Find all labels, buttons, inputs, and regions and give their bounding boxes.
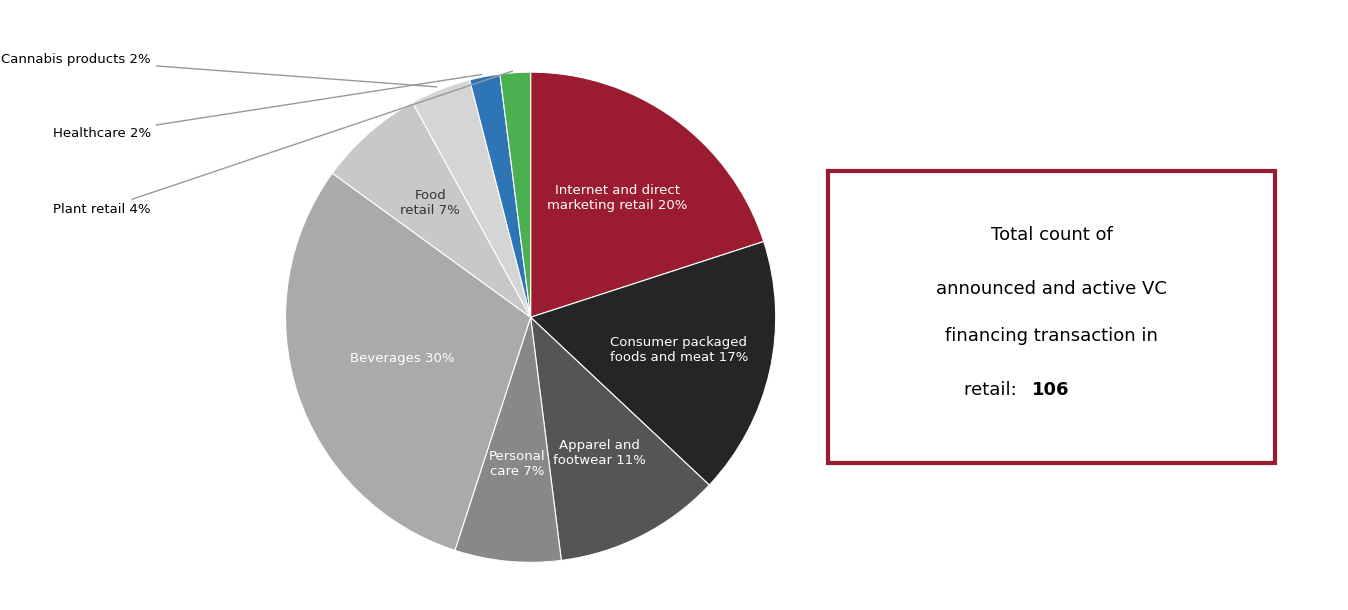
Wedge shape xyxy=(500,72,531,317)
Text: Beverages 30%: Beverages 30% xyxy=(350,353,454,365)
FancyBboxPatch shape xyxy=(828,171,1275,463)
Wedge shape xyxy=(333,102,531,317)
Wedge shape xyxy=(531,317,709,561)
Text: Personal
care 7%: Personal care 7% xyxy=(488,450,545,478)
Text: Consumer packaged
foods and meat 17%: Consumer packaged foods and meat 17% xyxy=(609,336,748,364)
Text: Healthcare 2%: Healthcare 2% xyxy=(53,74,481,140)
Text: financing transaction in: financing transaction in xyxy=(945,327,1158,345)
Text: announced and active VC: announced and active VC xyxy=(936,279,1167,298)
Text: Internet and direct
marketing retail 20%: Internet and direct marketing retail 20% xyxy=(547,184,687,212)
Wedge shape xyxy=(469,74,531,317)
Wedge shape xyxy=(286,173,531,550)
Text: Food
retail 7%: Food retail 7% xyxy=(400,189,460,217)
Text: retail:: retail: xyxy=(964,381,1022,399)
Text: Total count of: Total count of xyxy=(991,226,1112,244)
Text: Plant retail 4%: Plant retail 4% xyxy=(53,71,512,216)
Text: Cannabis products 2%: Cannabis products 2% xyxy=(1,54,437,87)
Text: 106: 106 xyxy=(1033,381,1069,399)
Wedge shape xyxy=(531,242,775,485)
Wedge shape xyxy=(531,72,764,317)
Text: Apparel and
footwear 11%: Apparel and footwear 11% xyxy=(553,439,646,467)
Wedge shape xyxy=(412,80,531,317)
Wedge shape xyxy=(454,317,561,562)
